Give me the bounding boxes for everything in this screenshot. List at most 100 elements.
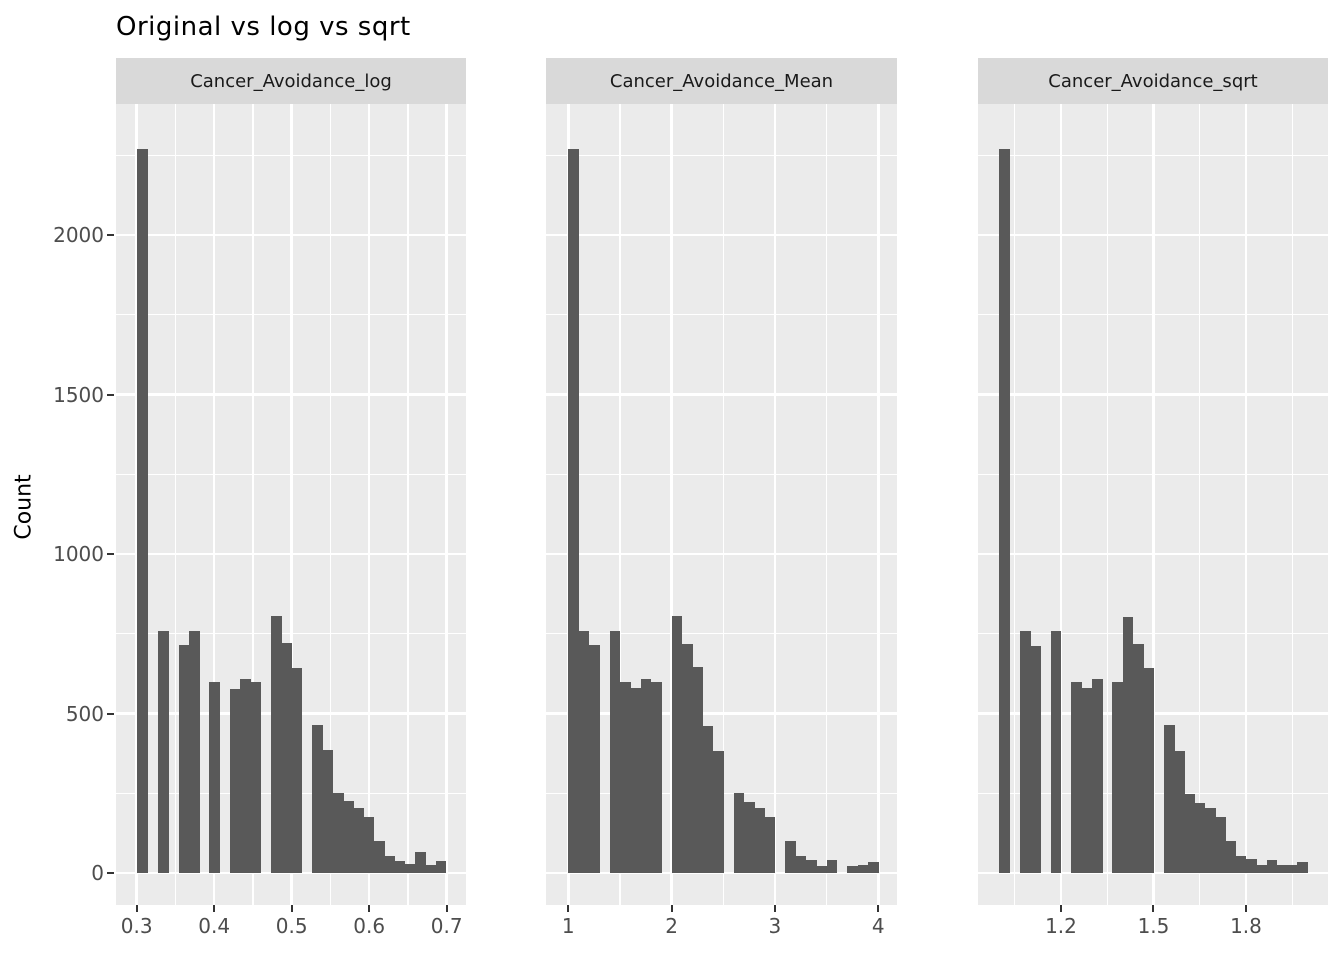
histogram-bar: [1143, 667, 1154, 873]
panel-log: [116, 104, 466, 905]
histogram-bar: [640, 679, 652, 873]
gridline-major-v: [670, 104, 673, 905]
histogram-bar: [209, 681, 221, 873]
histogram-bar: [1163, 725, 1175, 873]
gridline-major-h: [546, 712, 897, 715]
gridline-major-v: [445, 104, 448, 905]
histogram-bar: [702, 725, 714, 873]
gridline-major-h: [546, 552, 897, 556]
gridline-major-h: [546, 393, 897, 396]
gridline-major-v: [212, 104, 216, 905]
histogram-bar: [630, 688, 642, 873]
histogram-bar: [373, 840, 385, 873]
x-tick-mark: [567, 905, 570, 912]
gridline-minor-v: [1291, 104, 1293, 905]
histogram-bar: [1266, 859, 1278, 873]
histogram-bar: [178, 644, 190, 873]
histogram-bar: [671, 616, 683, 873]
y-tick-mark: [107, 712, 114, 715]
histogram-bar: [712, 750, 724, 873]
histogram-bar: [435, 860, 447, 873]
histogram-bar: [805, 859, 817, 873]
gridline-major-v: [367, 104, 371, 905]
histogram-bar: [619, 682, 631, 873]
y-tick-mark: [107, 393, 114, 396]
y-tick-mark: [107, 234, 114, 236]
gridline-major-v: [876, 104, 880, 905]
gridline-major-v: [1244, 104, 1248, 905]
x-tick-label: 0.7: [430, 914, 463, 938]
histogram-bar: [1204, 807, 1216, 873]
x-tick-mark: [877, 905, 880, 912]
x-tick-mark: [445, 905, 448, 912]
histogram-bar: [353, 807, 365, 873]
gridline-minor-v: [619, 104, 621, 905]
histogram-bar: [384, 856, 395, 873]
gridline-major-h: [546, 871, 897, 875]
histogram-bar: [795, 856, 807, 873]
facet-strip-log: Cancer_Avoidance_log: [116, 58, 466, 104]
histogram-bar: [425, 865, 437, 873]
x-tick-label: 1.8: [1230, 914, 1262, 938]
histogram-bar: [281, 643, 293, 873]
histogram-bar: [999, 148, 1011, 873]
gridline-major-v: [1059, 104, 1063, 905]
y-tick-label: 1000: [53, 542, 104, 566]
histogram-bar: [1174, 750, 1185, 873]
gridline-minor-v: [1199, 104, 1201, 905]
histogram-bar: [1050, 630, 1062, 873]
x-tick-mark: [773, 905, 776, 912]
x-tick-mark: [1059, 905, 1062, 912]
histogram-bar: [363, 816, 375, 873]
gridline-minor-v: [329, 104, 332, 905]
gridline-minor-v: [252, 104, 254, 905]
facet-strip-label: Cancer_Avoidance_Mean: [609, 70, 834, 92]
histogram-bar: [394, 860, 406, 873]
gridline-minor-h: [546, 314, 897, 316]
histogram-bar: [271, 615, 282, 873]
x-tick-label: 2: [665, 914, 678, 938]
histogram-bar: [816, 865, 828, 873]
gridline-minor-v: [722, 104, 724, 905]
histogram-bar: [578, 630, 590, 873]
y-tick-mark: [107, 553, 114, 555]
x-tick-mark: [670, 905, 673, 912]
histogram-bar: [826, 859, 838, 873]
histogram-bar: [1030, 645, 1041, 873]
histogram-bar: [415, 852, 426, 873]
histogram-bar: [343, 801, 354, 873]
histogram-bar: [681, 643, 693, 873]
chart-title: Original vs log vs sqrt: [116, 12, 411, 42]
histogram-bar: [588, 644, 600, 873]
histogram-bar: [1256, 865, 1268, 873]
histogram-bar: [137, 148, 149, 873]
histogram-bar: [1081, 688, 1093, 873]
histogram-bar: [857, 865, 869, 873]
histogram-bar: [785, 840, 797, 873]
histogram-bar: [404, 864, 416, 873]
gridline-minor-v: [1014, 104, 1016, 905]
histogram-bar: [1091, 679, 1103, 873]
x-tick-label: 1: [561, 914, 575, 938]
histogram-bar: [1276, 865, 1288, 873]
panel-mean: [546, 104, 897, 905]
x-tick-mark: [135, 905, 138, 912]
histogram-bar: [847, 865, 859, 873]
facet-strip-label: Cancer_Avoidance_log: [190, 70, 392, 92]
gridline-minor-v: [407, 104, 409, 905]
histogram-bar: [754, 807, 766, 873]
histogram-bar: [743, 801, 755, 873]
y-tick-mark: [107, 872, 114, 874]
histogram-bar: [188, 630, 200, 873]
gridline-major-v: [290, 104, 293, 905]
histogram-bar: [1194, 802, 1206, 873]
histogram-bar: [609, 630, 621, 873]
histogram-bar: [312, 724, 324, 873]
histogram-bar: [650, 682, 662, 873]
gridline-minor-v: [825, 104, 828, 905]
x-tick-mark: [1244, 905, 1247, 912]
y-axis-title: Count: [11, 474, 37, 540]
y-tick-label: 1500: [53, 382, 104, 407]
facet-strip-mean: Cancer_Avoidance_Mean: [546, 58, 897, 104]
